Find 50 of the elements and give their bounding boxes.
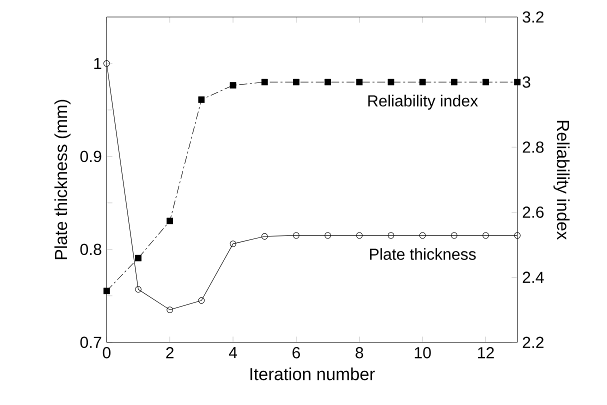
point [198, 297, 205, 304]
x-tick-label: 0 [102, 347, 111, 358]
point [261, 233, 268, 240]
point [166, 218, 174, 224]
point [388, 232, 394, 239]
point [198, 96, 205, 103]
point [103, 288, 110, 294]
y2-tick-label: 2.2 [522, 336, 544, 348]
y2-axis-title: Reliability index [553, 120, 570, 240]
x-tick-label: 2 [166, 347, 174, 358]
y-axis-title: Plate thickness (mm) [54, 100, 71, 260]
point [514, 78, 521, 86]
point [230, 82, 236, 89]
point [293, 232, 300, 239]
point [450, 78, 458, 86]
x-tick-label: 4 [228, 347, 238, 358]
point [450, 232, 458, 239]
point [293, 78, 300, 86]
y-tick-label: 0.7 [80, 336, 102, 348]
series-label: Reliability index [368, 94, 478, 110]
series-label: Plate thickness [370, 248, 476, 260]
y2-tick-label: 3 [522, 76, 530, 88]
point [419, 78, 426, 86]
y2-tick-label: 2.8 [522, 141, 544, 153]
point [324, 78, 331, 86]
point [419, 232, 426, 239]
y-tick-label: 0.9 [80, 150, 102, 162]
y2-tick-label: 2.6 [522, 206, 544, 218]
point [356, 232, 363, 239]
point [324, 232, 331, 239]
point [482, 232, 489, 239]
point [135, 254, 142, 262]
point [482, 78, 489, 86]
x-tick-label: 10 [414, 347, 431, 358]
point [261, 78, 268, 86]
point [356, 78, 363, 86]
point [230, 240, 236, 248]
y-tick-label: 0.8 [80, 244, 102, 256]
x-tick-label: 8 [356, 347, 364, 358]
y2-tick-label: 3.2 [522, 11, 544, 23]
x-tick-label: 12 [478, 347, 494, 358]
x-tick-label: 6 [292, 347, 300, 358]
point [103, 60, 110, 67]
point [166, 306, 174, 314]
point [388, 78, 394, 86]
y-tick-label: 1 [94, 58, 102, 69]
y2-tick-label: 2.4 [522, 272, 544, 283]
point [135, 286, 142, 293]
x-axis-title: Iteration number [250, 368, 375, 380]
point [514, 232, 521, 239]
